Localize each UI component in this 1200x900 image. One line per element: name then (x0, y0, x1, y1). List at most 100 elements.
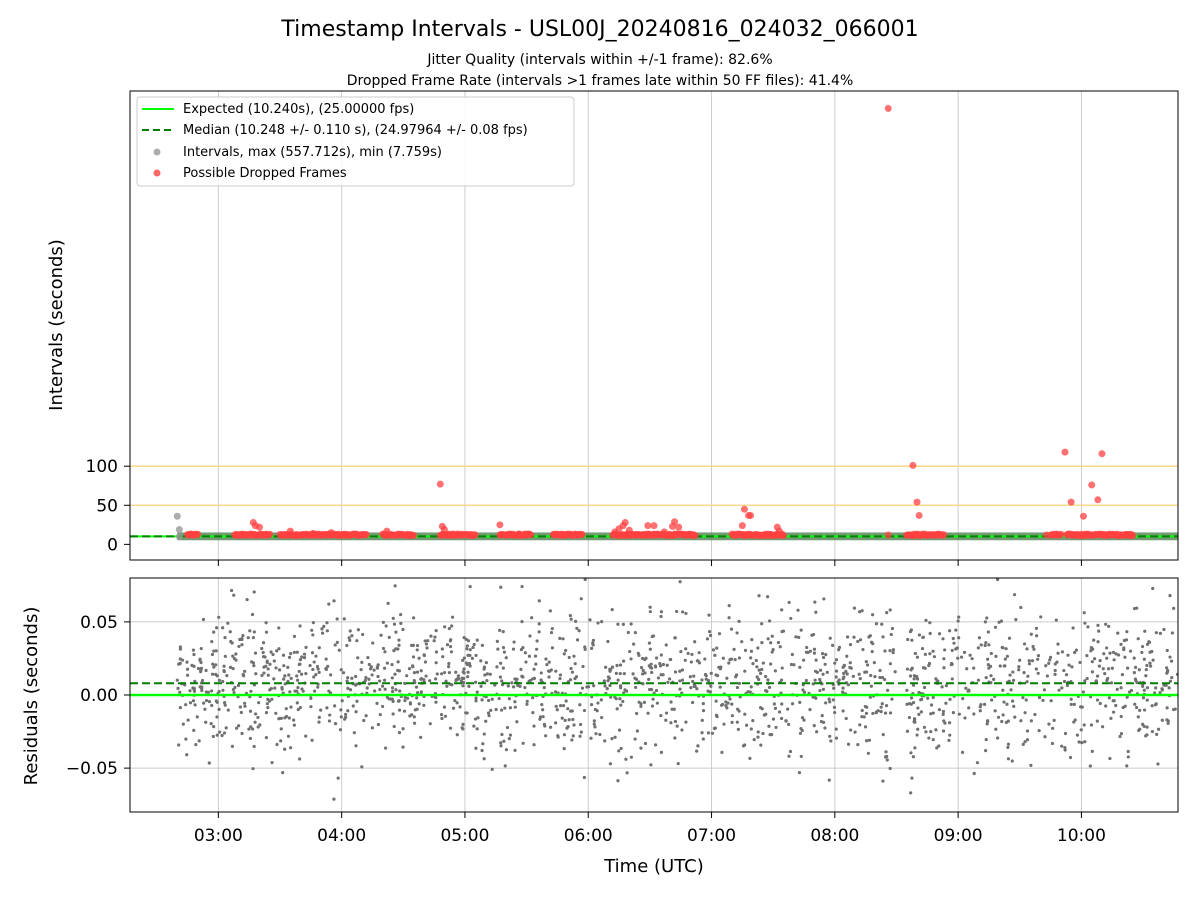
residual-point (373, 689, 377, 693)
residual-point (203, 707, 207, 711)
dropped-frame-point (266, 530, 274, 538)
residual-point (220, 733, 224, 738)
residual-point (713, 653, 717, 657)
residual-point (280, 685, 284, 690)
residual-point (848, 665, 852, 670)
residual-point (967, 706, 971, 710)
residual-point (744, 723, 749, 727)
residual-point (879, 705, 883, 709)
residual-point (274, 711, 278, 715)
residual-point (1083, 679, 1087, 683)
residual-point (1102, 652, 1106, 656)
residual-point (372, 668, 376, 672)
residual-point (365, 686, 369, 690)
residual-point (391, 699, 395, 703)
residual-point (959, 655, 964, 659)
residual-point (1056, 642, 1060, 646)
residual-point (185, 660, 189, 664)
residual-point (564, 648, 568, 653)
residual-point (281, 771, 285, 775)
residual-point (706, 731, 711, 735)
residual-point (872, 661, 876, 665)
residual-point (610, 608, 614, 612)
residual-point (1126, 755, 1130, 759)
residual-point (748, 756, 752, 760)
residual-point (990, 698, 994, 702)
residual-point (222, 670, 226, 674)
residual-point (743, 743, 747, 747)
residual-point (201, 617, 206, 622)
residual-point (797, 771, 802, 775)
residual-point (755, 675, 759, 679)
residual-point (275, 649, 279, 653)
residual-point (927, 736, 931, 740)
residual-point (957, 615, 961, 619)
residual-point (387, 697, 391, 701)
residual-point (987, 666, 991, 670)
residual-point (827, 778, 831, 782)
residual-point (837, 645, 842, 649)
residual-point (277, 668, 282, 672)
dropped-frame-point (940, 531, 948, 539)
residual-point (761, 731, 765, 736)
residual-point (380, 684, 385, 688)
residual-point (834, 658, 839, 662)
residuals-y-tick-label: 0.00 (80, 686, 118, 706)
residual-point (462, 676, 466, 680)
residual-point (523, 651, 527, 655)
residual-point (401, 727, 405, 731)
residual-point (1150, 729, 1154, 734)
residual-point (375, 665, 379, 669)
residual-point (317, 720, 321, 724)
residual-point (434, 629, 438, 633)
residual-point (501, 630, 505, 634)
residual-point (319, 708, 323, 712)
residual-point (890, 626, 895, 631)
residual-point (505, 725, 510, 730)
residual-point (178, 645, 182, 649)
residual-point (726, 701, 730, 705)
residual-point (992, 677, 996, 682)
residual-point (639, 666, 644, 670)
residual-point (1119, 686, 1123, 690)
residual-point (1069, 697, 1073, 701)
residual-point (1095, 698, 1100, 702)
residual-point (701, 737, 705, 741)
residual-point (1037, 729, 1041, 733)
residual-point (1066, 653, 1070, 657)
residual-point (1101, 667, 1105, 671)
residual-point (419, 669, 423, 673)
residual-point (239, 710, 243, 715)
residual-point (590, 646, 594, 651)
residual-point (367, 677, 371, 681)
residual-point (743, 648, 748, 652)
residual-point (355, 639, 359, 643)
residual-point (570, 670, 575, 674)
residual-point (829, 739, 833, 743)
residual-point (614, 671, 618, 675)
residual-point (864, 659, 868, 664)
residual-point (1034, 667, 1038, 671)
residual-point (393, 584, 397, 588)
residual-point (313, 689, 317, 693)
dropped-frame-point (625, 526, 633, 534)
residual-point (392, 622, 397, 626)
residual-point (548, 609, 552, 613)
residual-point (673, 636, 677, 640)
residual-point (767, 724, 771, 728)
residual-point (851, 674, 855, 678)
residual-point (408, 714, 412, 718)
residual-point (402, 709, 407, 713)
residual-point (1036, 654, 1041, 658)
residual-point (871, 711, 875, 716)
residual-point (177, 662, 181, 666)
residual-point (915, 677, 920, 681)
residual-point (403, 698, 407, 703)
residual-point (494, 707, 498, 712)
residual-point (572, 723, 576, 727)
residual-point (238, 705, 242, 709)
residual-point (676, 761, 680, 766)
residual-point (1147, 640, 1152, 644)
residual-point (535, 639, 539, 643)
